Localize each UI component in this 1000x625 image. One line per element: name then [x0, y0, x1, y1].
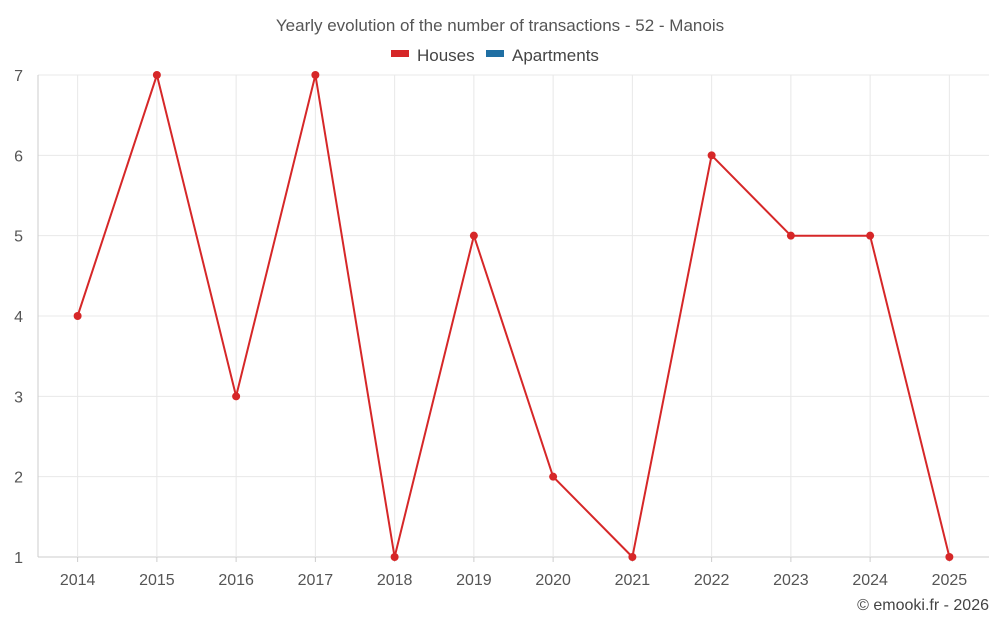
legend-swatch-houses: [391, 50, 409, 57]
x-tick-label: 2016: [218, 572, 254, 589]
y-tick-label: 7: [14, 68, 23, 85]
x-tick-label: 2019: [456, 572, 492, 589]
legend-label-houses[interactable]: Houses: [417, 46, 475, 65]
data-point-houses[interactable]: [232, 392, 241, 401]
y-tick-label: 2: [14, 470, 23, 487]
x-tick-label: 2015: [139, 572, 175, 589]
x-tick-label: 2021: [615, 572, 651, 589]
y-tick-label: 1: [14, 550, 23, 567]
chart-grid: [38, 74, 989, 558]
x-tick-label: 2023: [773, 572, 809, 589]
x-tick-label: 2025: [932, 572, 968, 589]
legend-label-apartments[interactable]: Apartments: [512, 46, 599, 65]
x-tick-label: 2017: [298, 572, 334, 589]
y-tick-label: 3: [14, 389, 23, 406]
x-tick-label: 2014: [60, 572, 96, 589]
y-axis: 1 2 3 4 5 6 7: [14, 68, 39, 567]
y-tick-label: 5: [14, 229, 23, 246]
data-point-houses[interactable]: [311, 71, 320, 79]
x-tick-label: 2024: [852, 572, 888, 589]
legend-swatch-apartments: [486, 50, 504, 57]
data-point-houses[interactable]: [73, 312, 82, 320]
data-point-houses[interactable]: [152, 71, 161, 79]
series-line-houses: [76, 74, 951, 558]
y-tick-label: 4: [14, 309, 23, 326]
chart-legend: Houses Apartments: [391, 46, 599, 65]
x-tick-label: 2022: [694, 572, 730, 589]
data-point-houses[interactable]: [707, 151, 716, 160]
data-point-houses[interactable]: [628, 553, 637, 561]
chart-series: [73, 71, 954, 561]
data-point-houses[interactable]: [866, 231, 875, 240]
x-tick-label: 2020: [535, 572, 571, 589]
data-point-houses[interactable]: [390, 553, 399, 561]
data-point-houses[interactable]: [945, 553, 954, 561]
data-point-houses[interactable]: [549, 472, 558, 481]
x-tick-label: 2018: [377, 572, 413, 589]
data-point-houses[interactable]: [786, 231, 795, 240]
x-axis: 2014 2015 2016 2017 2018 2019 2020 2021 2022 2023…: [60, 557, 967, 589]
credit-text: © emooki.fr - 2026: [857, 597, 989, 614]
data-point-houses[interactable]: [469, 231, 478, 240]
y-tick-label: 6: [14, 148, 23, 165]
chart-title: Yearly evolution of the number of transa…: [276, 16, 724, 35]
